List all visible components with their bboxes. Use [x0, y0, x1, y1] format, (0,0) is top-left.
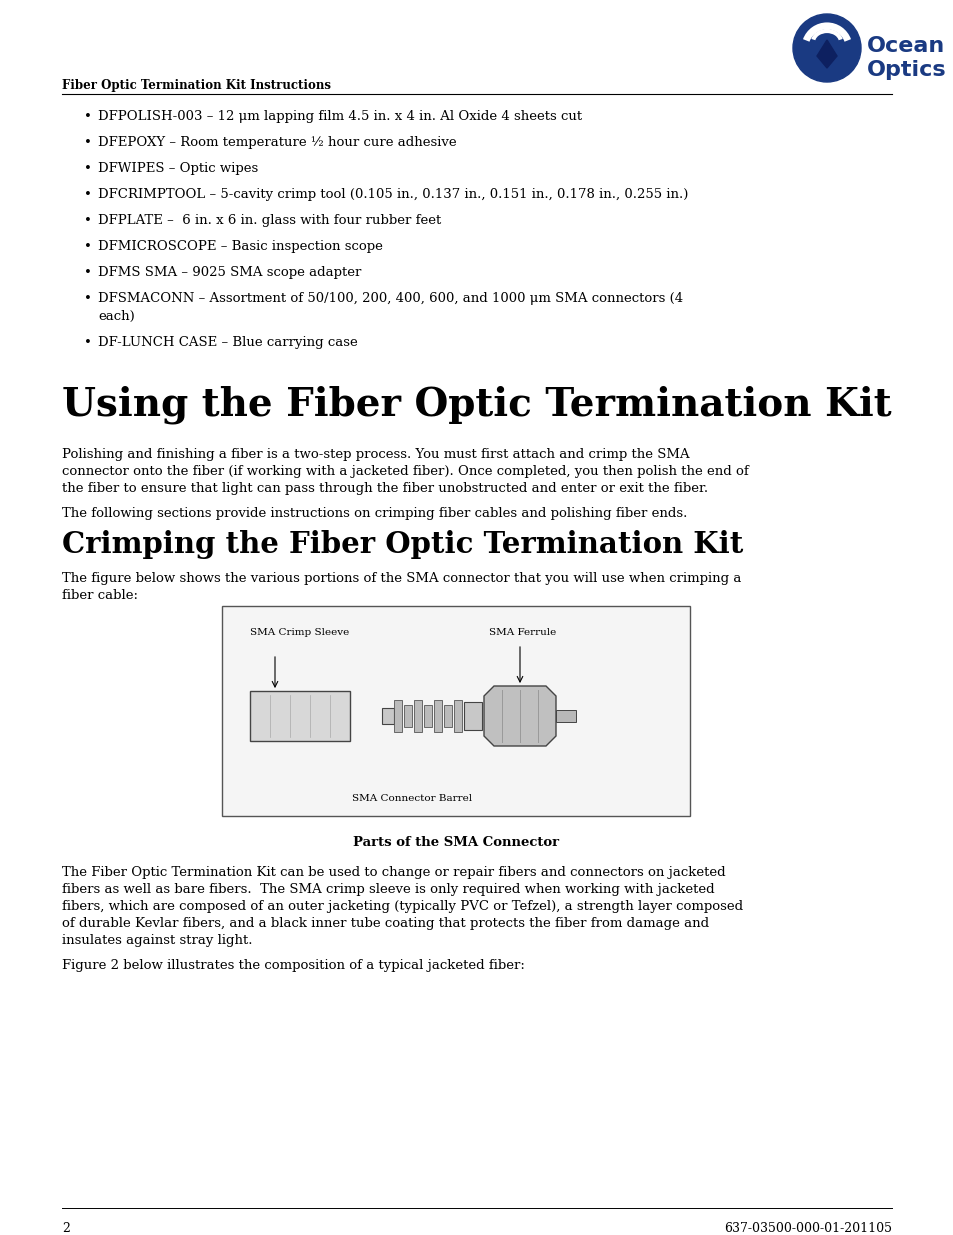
- Bar: [463, 701, 481, 730]
- Bar: [381, 708, 394, 724]
- Bar: [414, 700, 421, 732]
- Text: DFEPOXY – Room temperature ½ hour cure adhesive: DFEPOXY – Room temperature ½ hour cure a…: [98, 136, 456, 149]
- Text: each): each): [98, 310, 134, 324]
- Text: connector onto the fiber (if working with a jacketed fiber). Once completed, you: connector onto the fiber (if working wit…: [62, 466, 748, 478]
- Text: •: •: [84, 188, 91, 201]
- Text: Fiber Optic Termination Kit Instructions: Fiber Optic Termination Kit Instructions: [62, 79, 331, 91]
- Text: fibers, which are composed of an outer jacketing (typically PVC or Tefzel), a st: fibers, which are composed of an outer j…: [62, 900, 742, 913]
- Bar: [423, 705, 432, 727]
- Text: the fiber to ensure that light can pass through the fiber unobstructed and enter: the fiber to ensure that light can pass …: [62, 482, 707, 495]
- Text: DF-LUNCH CASE – Blue carrying case: DF-LUNCH CASE – Blue carrying case: [98, 336, 357, 350]
- Bar: [434, 700, 441, 732]
- Text: Using the Fiber Optic Termination Kit: Using the Fiber Optic Termination Kit: [62, 385, 891, 424]
- Text: 637-03500-000-01-201105: 637-03500-000-01-201105: [723, 1221, 891, 1235]
- Text: 2: 2: [62, 1221, 70, 1235]
- Bar: [454, 700, 461, 732]
- Text: fiber cable:: fiber cable:: [62, 589, 138, 601]
- Text: SMA Connector Barrel: SMA Connector Barrel: [352, 794, 472, 803]
- Bar: [250, 692, 350, 741]
- Bar: [222, 606, 689, 816]
- Polygon shape: [816, 40, 836, 68]
- Text: DFSMACONN – Assortment of 50/100, 200, 400, 600, and 1000 μm SMA connectors (4: DFSMACONN – Assortment of 50/100, 200, 4…: [98, 291, 682, 305]
- Text: •: •: [84, 266, 91, 279]
- Text: DFMICROSCOPE – Basic inspection scope: DFMICROSCOPE – Basic inspection scope: [98, 240, 382, 253]
- Text: DFPOLISH-003 – 12 μm lapping film 4.5 in. x 4 in. Al Oxide 4 sheets cut: DFPOLISH-003 – 12 μm lapping film 4.5 in…: [98, 110, 581, 124]
- Text: •: •: [84, 110, 91, 124]
- Bar: [403, 705, 412, 727]
- Text: •: •: [84, 240, 91, 253]
- Text: fibers as well as bare fibers.  The SMA crimp sleeve is only required when worki: fibers as well as bare fibers. The SMA c…: [62, 883, 714, 897]
- Text: Ocean: Ocean: [866, 36, 944, 56]
- Text: The figure below shows the various portions of the SMA connector that you will u: The figure below shows the various porti…: [62, 572, 740, 585]
- Bar: [443, 705, 452, 727]
- Text: DFMS SMA – 9025 SMA scope adapter: DFMS SMA – 9025 SMA scope adapter: [98, 266, 361, 279]
- Text: The following sections provide instructions on crimping fiber cables and polishi: The following sections provide instructi…: [62, 508, 687, 520]
- Text: Parts of the SMA Connector: Parts of the SMA Connector: [353, 836, 558, 848]
- Text: SMA Crimp Sleeve: SMA Crimp Sleeve: [250, 629, 349, 637]
- Text: Polishing and finishing a fiber is a two-step process. You must first attach and: Polishing and finishing a fiber is a two…: [62, 448, 689, 461]
- Text: The Fiber Optic Termination Kit can be used to change or repair fibers and conne: The Fiber Optic Termination Kit can be u…: [62, 866, 725, 879]
- Text: Crimping the Fiber Optic Termination Kit: Crimping the Fiber Optic Termination Kit: [62, 530, 742, 559]
- Bar: [394, 700, 401, 732]
- Text: DFPLATE –  6 in. x 6 in. glass with four rubber feet: DFPLATE – 6 in. x 6 in. glass with four …: [98, 214, 441, 227]
- Text: Optics: Optics: [866, 61, 945, 80]
- Text: of durable Kevlar fibers, and a black inner tube coating that protects the fiber: of durable Kevlar fibers, and a black in…: [62, 918, 708, 930]
- Text: •: •: [84, 214, 91, 227]
- Text: •: •: [84, 136, 91, 149]
- Text: insulates against stray light.: insulates against stray light.: [62, 934, 253, 947]
- Text: DFWIPES – Optic wipes: DFWIPES – Optic wipes: [98, 162, 258, 175]
- Text: •: •: [84, 336, 91, 350]
- Text: •: •: [84, 162, 91, 175]
- Circle shape: [792, 14, 861, 82]
- Text: Figure 2 below illustrates the composition of a typical jacketed fiber:: Figure 2 below illustrates the compositi…: [62, 960, 524, 972]
- Text: •: •: [84, 291, 91, 305]
- Text: DFCRIMPTOOL – 5-cavity crimp tool (0.105 in., 0.137 in., 0.151 in., 0.178 in., 0: DFCRIMPTOOL – 5-cavity crimp tool (0.105…: [98, 188, 688, 201]
- Polygon shape: [483, 685, 556, 746]
- Text: SMA Ferrule: SMA Ferrule: [489, 629, 556, 637]
- Bar: [556, 710, 576, 722]
